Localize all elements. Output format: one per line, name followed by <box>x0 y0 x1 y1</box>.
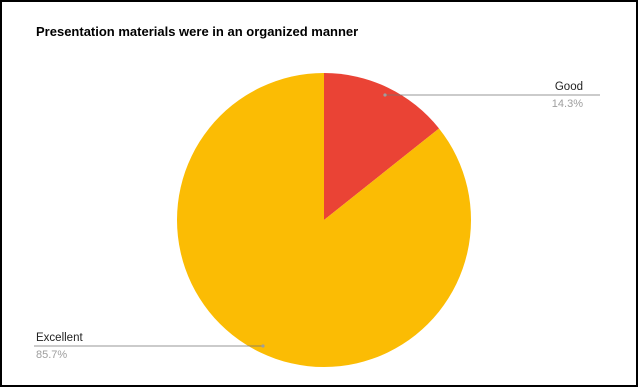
slice-good-leader-dot <box>383 93 387 97</box>
pie-slice-good <box>324 73 440 220</box>
pie-labels: Good 14.3% Excellent 85.7% <box>34 81 600 361</box>
pie-slice-excellent <box>176 73 471 367</box>
slice-excellent-percent: 85.7% <box>36 349 67 361</box>
slice-excellent-leader-dot <box>261 344 265 348</box>
slice-good-percent: 14.3% <box>552 98 583 110</box>
slice-excellent-name: Excellent <box>36 332 83 344</box>
slice-good-name: Good <box>555 81 583 93</box>
chart-title: Presentation materials were in an organi… <box>36 24 359 39</box>
pie-slices <box>176 73 471 367</box>
